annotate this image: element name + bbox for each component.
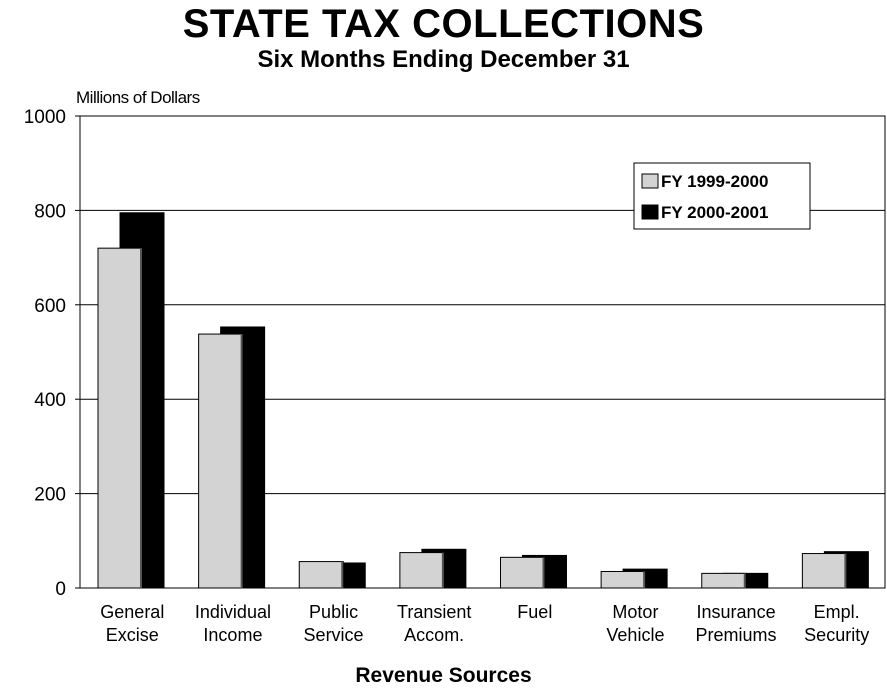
bar-edge bbox=[743, 573, 746, 588]
bar-fy-1999-2000 bbox=[801, 553, 847, 589]
x-tick-label: Income bbox=[203, 625, 262, 645]
bar-fy-1999-2000 bbox=[399, 552, 445, 589]
bar-fy-1999-2000 bbox=[298, 561, 344, 589]
chart-subtitle: Six Months Ending December 31 bbox=[257, 46, 630, 73]
y-tick-label: 600 bbox=[34, 296, 66, 317]
bar-edge bbox=[844, 553, 847, 588]
y-tick-label: 200 bbox=[34, 485, 66, 506]
x-tick-label: Motor bbox=[612, 602, 658, 622]
x-tick-label: Insurance bbox=[697, 602, 776, 622]
bar-fy-1999-2000 bbox=[500, 556, 545, 589]
bar-edge bbox=[341, 561, 344, 588]
x-tick-label: Individual bbox=[195, 602, 271, 622]
x-tick-label: Security bbox=[804, 625, 869, 645]
x-axis-label: Revenue Sources bbox=[355, 664, 532, 687]
x-tick-label: Accom. bbox=[404, 625, 464, 645]
x-tick-label: Transient bbox=[397, 602, 471, 622]
bar-fy-1999-2000 bbox=[600, 570, 646, 589]
chart-title: STATE TAX COLLECTIONS bbox=[182, 2, 705, 46]
bar-edge bbox=[240, 334, 243, 588]
x-tick-label: Service bbox=[304, 625, 364, 645]
bar-edge bbox=[140, 248, 142, 588]
bar-edge bbox=[643, 571, 646, 588]
bar-edge bbox=[542, 557, 545, 588]
legend-label: FY 2000-2001 bbox=[661, 203, 768, 222]
y-tick-label: 800 bbox=[34, 201, 66, 222]
x-tick-label: Excise bbox=[106, 625, 159, 645]
y-tick-label: 0 bbox=[55, 579, 66, 600]
legend-swatch bbox=[641, 204, 659, 220]
y-tick-label: 1000 bbox=[24, 107, 66, 128]
bar-fy-1999-2000 bbox=[97, 247, 143, 589]
x-tick-label: Public bbox=[309, 602, 358, 622]
x-tick-label: General bbox=[100, 602, 164, 622]
y-tick-label: 400 bbox=[34, 390, 66, 411]
x-tick-label: Premiums bbox=[696, 625, 777, 645]
x-tick-label: Vehicle bbox=[606, 625, 664, 645]
bar-fy-1999-2000 bbox=[701, 572, 747, 589]
legend-label: FY 1999-2000 bbox=[661, 172, 768, 191]
bar-fy-1999-2000 bbox=[198, 333, 244, 589]
legend-swatch bbox=[641, 173, 659, 189]
bar-edge bbox=[441, 552, 444, 588]
x-tick-label: Fuel bbox=[517, 602, 552, 622]
y-axis-label: Millions of Dollars bbox=[76, 88, 200, 107]
legend-box bbox=[633, 162, 811, 230]
x-tick-label: Empl. bbox=[814, 602, 860, 622]
